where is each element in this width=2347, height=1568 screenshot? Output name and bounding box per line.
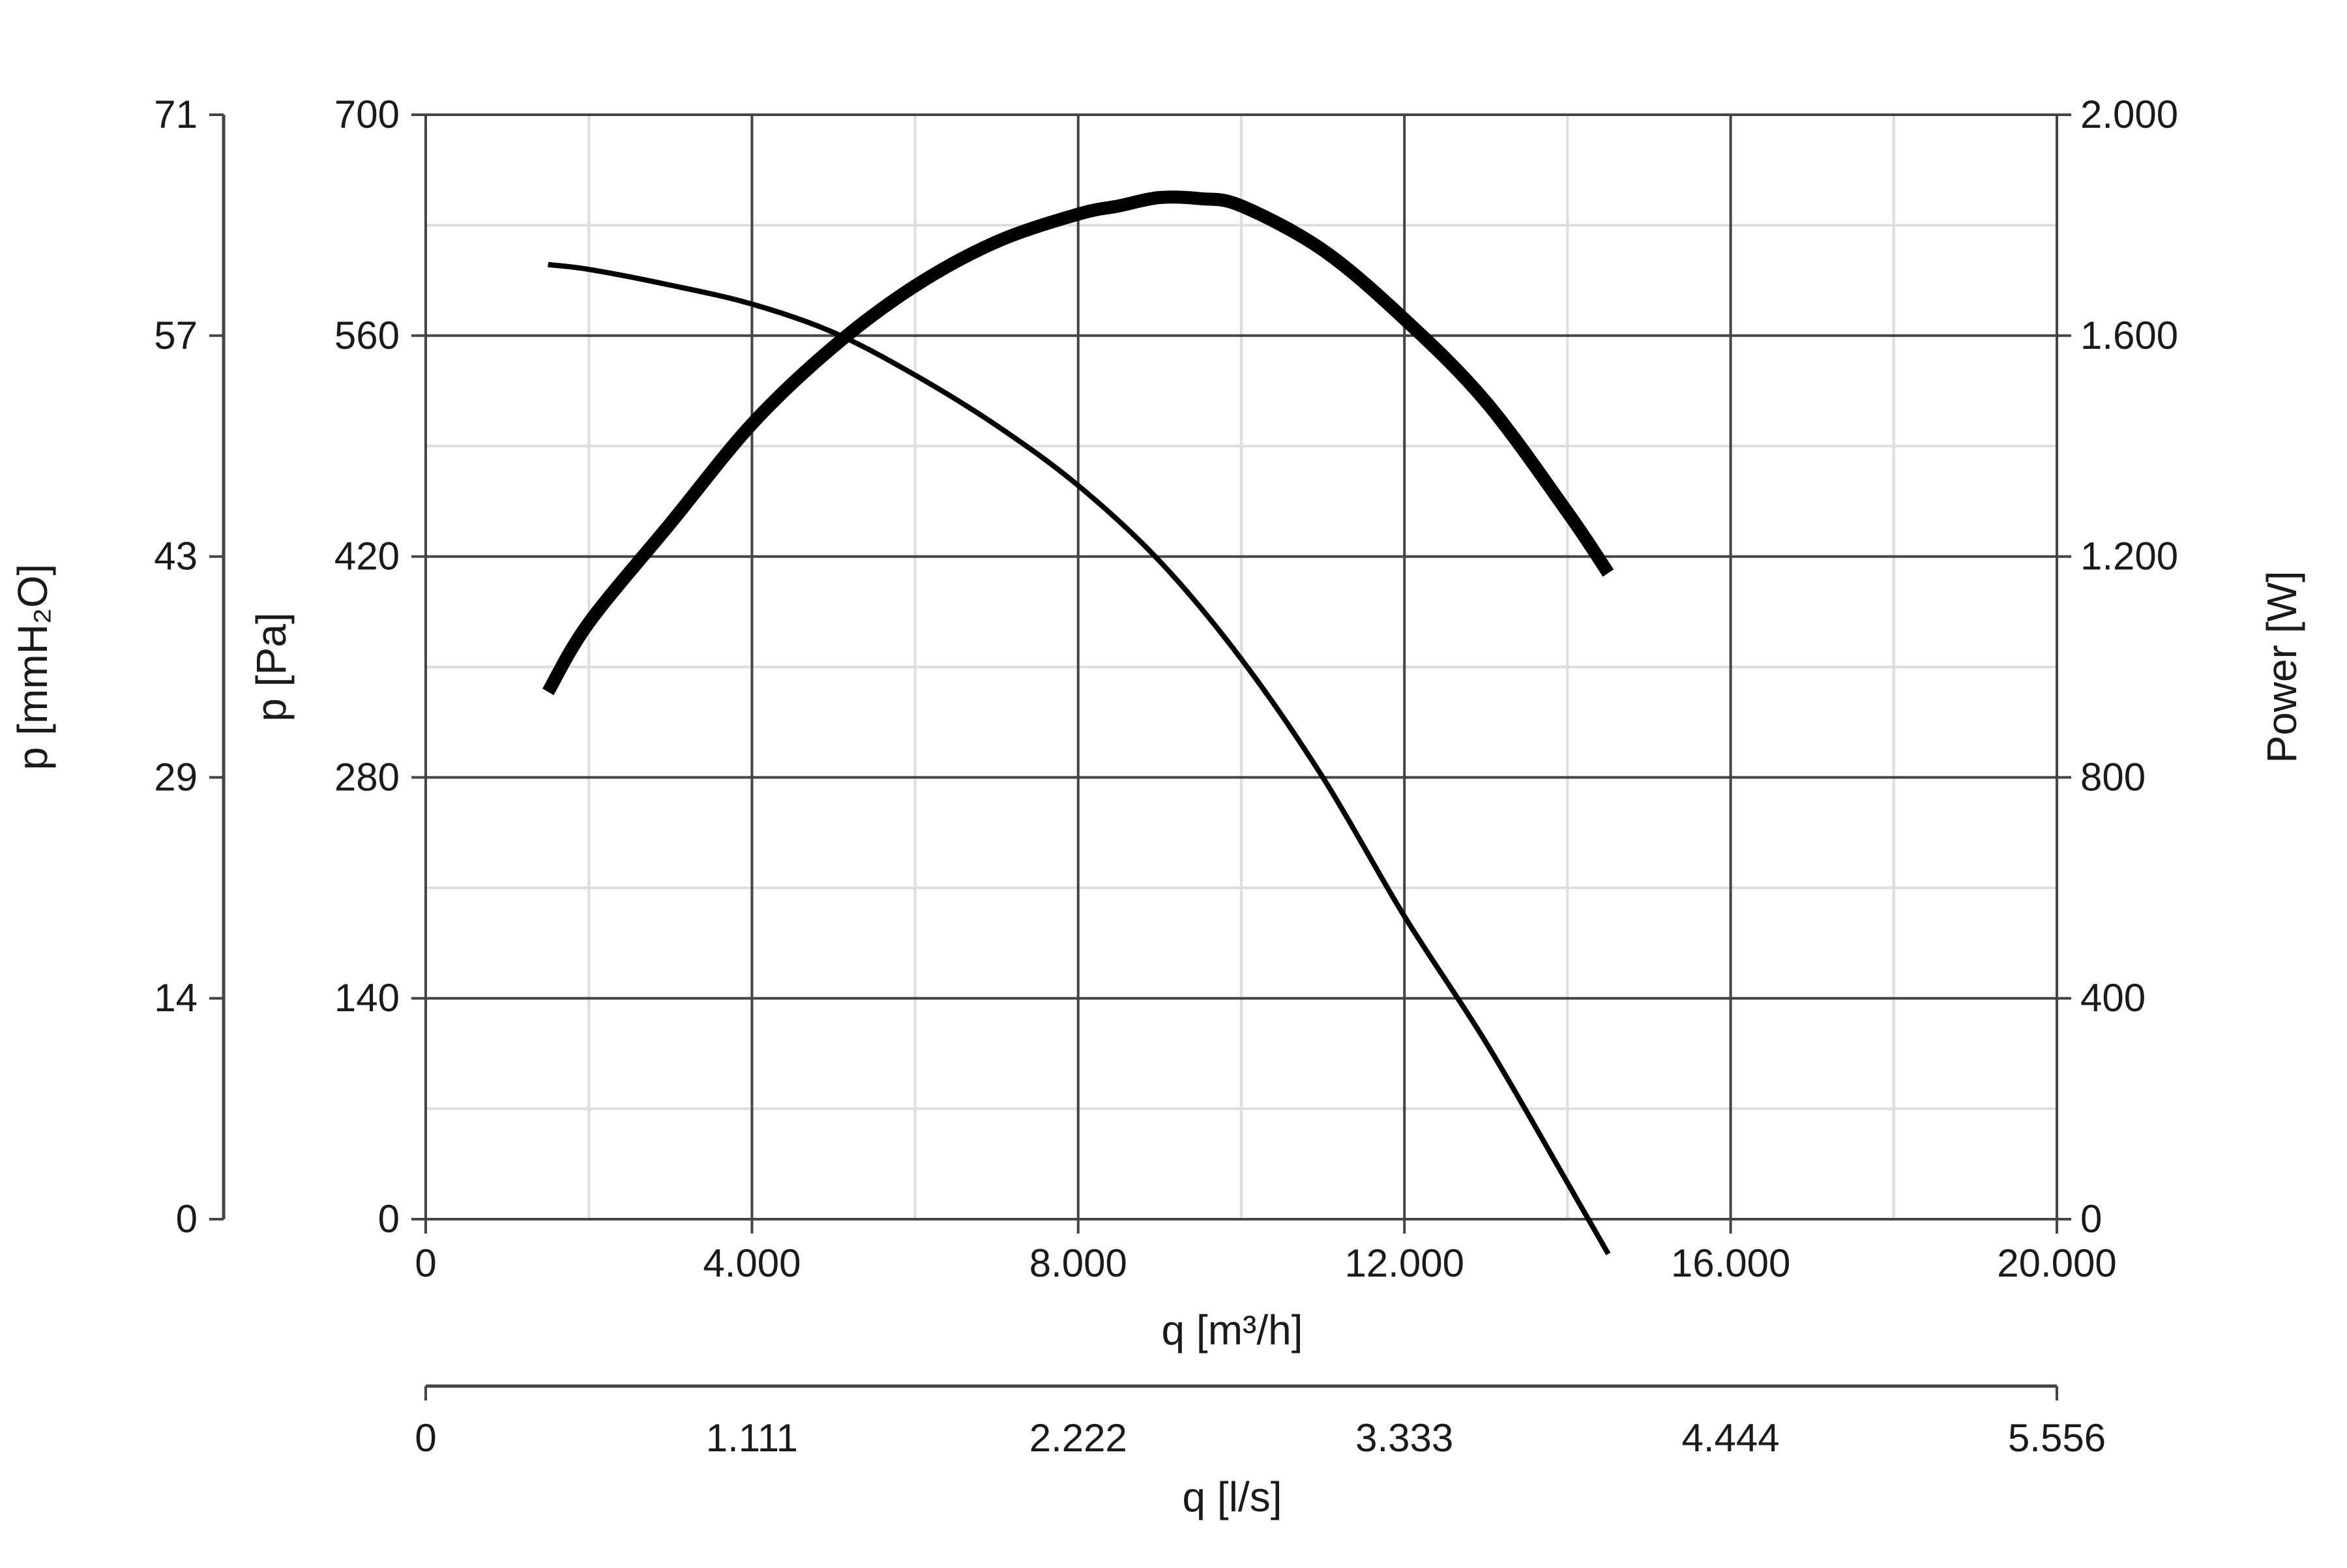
series-layer [542,190,1614,1256]
x-tick-label: 4.000 [703,1241,801,1285]
x2-tick-label: 0 [415,1416,436,1460]
y-far-left-tick-label: 57 [154,314,198,357]
x2-tick-label: 2.222 [1029,1416,1127,1460]
x2-tick-label: 5.556 [2008,1416,2106,1460]
y-left-tick-label: 140 [334,976,400,1020]
y-right-tick-label: 800 [2080,755,2146,799]
y-left-tick-label: 700 [334,93,400,136]
y-left-tick-label: 420 [334,535,400,578]
pressure-curve [548,261,1611,1256]
y-far-left-tick-label: 0 [176,1197,198,1241]
x-tick-label: 16.000 [1671,1241,1791,1285]
y-right-tick-label: 1.600 [2080,314,2178,357]
x-tick-label: 20.000 [1997,1241,2117,1285]
x2-tick-label: 4.444 [1682,1416,1780,1460]
y-right-tick-label: 0 [2080,1197,2102,1241]
x-tick-label: 8.000 [1029,1241,1127,1285]
y-far-left-axis-title: p [mmH₂O] [9,564,56,770]
y-left-tick-label: 560 [334,314,400,357]
y-right-tick-label: 400 [2080,976,2146,1020]
y-far-left-tick-label: 43 [154,535,198,578]
y-left-tick-label: 280 [334,755,400,799]
grid-layer [424,113,2058,1220]
labels-layer: q [m³/h] q [l/s] p [Pa] p [mmH₂O] Power … [9,93,2305,1520]
y-left-axis-title: p [Pa] [248,612,295,721]
y-right-tick-label: 1.200 [2080,535,2178,578]
x-tick-label: 12.000 [1344,1241,1464,1285]
y-far-left-tick-label: 71 [154,93,198,136]
y-left-tick-label: 0 [378,1197,400,1241]
x-axis-title: q [m³/h] [1162,1307,1303,1354]
y-right-axis-title: Power [W] [2258,570,2305,763]
y-far-left-tick-label: 14 [154,976,198,1020]
y-right-tick-label: 2.000 [2080,93,2178,136]
x2-axis-title: q [l/s] [1183,1473,1282,1520]
y-far-left-tick-label: 29 [154,755,198,799]
x2-tick-label: 3.333 [1355,1416,1453,1460]
x2-tick-label: 1.111 [706,1416,798,1460]
power-curve [542,190,1614,696]
axes-layer [209,113,2071,1400]
x-tick-label: 0 [415,1241,436,1285]
